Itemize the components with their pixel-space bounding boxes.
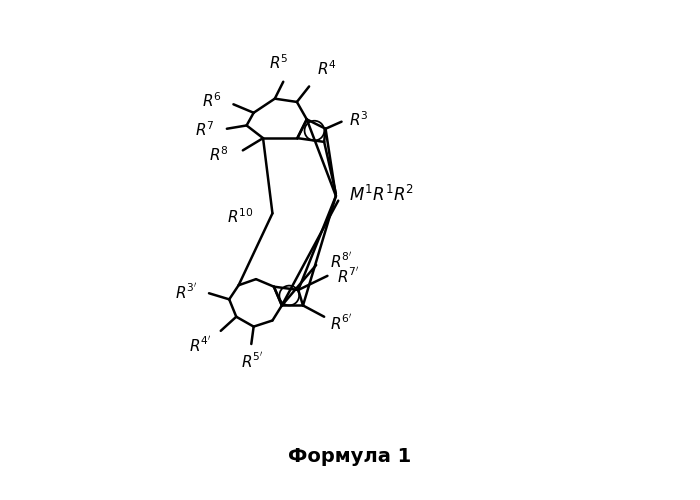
Text: $R^7$: $R^7$ (195, 120, 215, 139)
Text: $R^{4'}$: $R^{4'}$ (189, 336, 211, 355)
Text: $R^{8'}$: $R^{8'}$ (330, 252, 353, 271)
Text: $R^{3'}$: $R^{3'}$ (174, 282, 197, 302)
Text: $M^1R^1R^2$: $M^1R^1R^2$ (349, 184, 414, 204)
Text: $R^{5'}$: $R^{5'}$ (241, 352, 263, 371)
Text: $R^{6'}$: $R^{6'}$ (330, 313, 353, 332)
Text: $R^{7'}$: $R^{7'}$ (337, 266, 359, 285)
Text: $R^3$: $R^3$ (349, 110, 369, 128)
Text: $R^8$: $R^8$ (209, 145, 229, 164)
Text: $R^5$: $R^5$ (269, 54, 288, 72)
Text: $R^4$: $R^4$ (317, 60, 337, 78)
Text: Формула 1: Формула 1 (288, 448, 412, 466)
Text: $R^{10}$: $R^{10}$ (227, 207, 253, 226)
Text: $R^6$: $R^6$ (202, 91, 222, 110)
